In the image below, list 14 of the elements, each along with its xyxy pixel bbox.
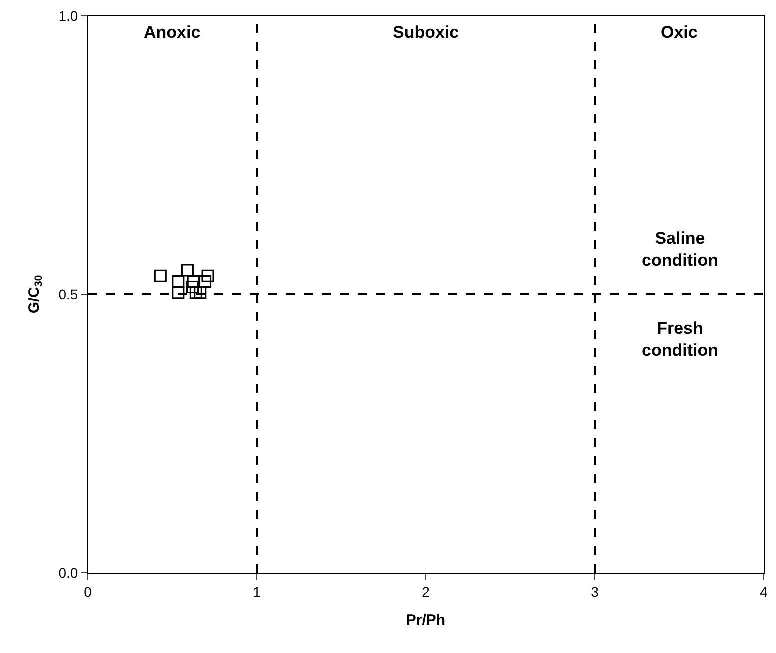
- annotation: Oxic: [661, 23, 698, 42]
- y-tick-label: 0.5: [58, 286, 78, 302]
- x-tick-label: 3: [591, 584, 600, 600]
- annotation: Anoxic: [144, 23, 201, 42]
- x-tick-label: 2: [422, 584, 430, 600]
- x-tick-label: 1: [253, 584, 262, 600]
- y-tick-label: 0.0: [58, 564, 78, 581]
- annotation: Saline condition: [642, 229, 718, 270]
- annotation: Fresh condition: [642, 319, 718, 360]
- y-tick-label: 1.0: [58, 8, 78, 24]
- x-tick-label: 0: [84, 584, 92, 600]
- x-tick-label: 4: [760, 584, 768, 600]
- x-axis-title: Pr/Ph: [406, 612, 446, 629]
- annotation: Suboxic: [393, 23, 460, 42]
